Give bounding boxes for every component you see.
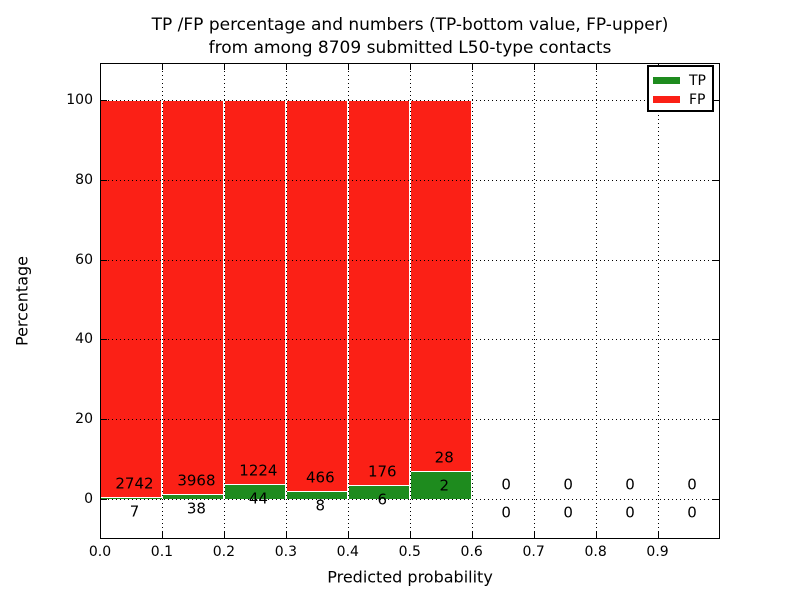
x-tick-mark: [347, 64, 349, 70]
x-tick-mark: [347, 532, 349, 538]
fp-count-label: 0: [501, 475, 511, 494]
tp-count-label: 44: [248, 489, 268, 508]
y-tick-mark: [712, 419, 719, 421]
y-axis-label: Percentage: [12, 255, 32, 347]
x-axis-label: Predicted probability: [327, 567, 493, 587]
y-tick-mark: [101, 179, 107, 181]
bar-fp-segment: [285, 100, 348, 493]
tp-count-label: 0: [501, 503, 511, 522]
x-tick-mark: [471, 64, 473, 70]
x-tick-mark: [285, 64, 287, 70]
gridline-vertical: [223, 63, 225, 539]
fp-count-label: 2742: [115, 474, 154, 493]
x-tick-label: 0.2: [212, 544, 236, 560]
x-tick-mark: [595, 532, 597, 538]
x-tick-label: 0.0: [88, 544, 112, 560]
x-tick-label: 0.4: [336, 544, 359, 560]
x-tick-label: 0.9: [646, 544, 669, 560]
legend-entry-tp: TP: [649, 71, 712, 90]
fp-count-label: 1224: [239, 461, 278, 480]
legend-label-tp: TP: [689, 72, 706, 89]
gridline-vertical: [595, 63, 597, 539]
y-tick-label: 0: [84, 491, 93, 507]
y-tick-mark: [101, 100, 107, 101]
y-tick-mark: [712, 259, 719, 261]
tp-count-label: 6: [377, 490, 388, 509]
x-tick-mark: [285, 532, 287, 538]
gridline-vertical: [285, 63, 287, 539]
x-tick-mark: [161, 532, 163, 538]
x-tick-label: 0.3: [274, 544, 297, 560]
tp-count-label: 2: [439, 476, 449, 495]
gridline-vertical: [657, 63, 659, 539]
fp-count-label: 3968: [177, 471, 216, 490]
axes-frame: [100, 63, 720, 539]
x-tick-mark: [100, 64, 101, 70]
tp-count-label: 0: [625, 503, 635, 522]
x-tick-mark: [223, 64, 225, 70]
fp-count-label: 0: [687, 475, 697, 494]
y-tick-mark: [101, 499, 107, 500]
legend-swatch-tp-icon: [653, 77, 680, 84]
legend: TP FP: [647, 65, 714, 112]
x-tick-mark: [533, 64, 535, 70]
fp-count-label: 466: [305, 468, 335, 487]
bar-tp-segment: [100, 497, 162, 499]
fp-count-label: 176: [367, 462, 397, 481]
x-tick-mark: [595, 64, 597, 70]
y-tick-mark: [101, 259, 107, 261]
gridline-vertical: [161, 63, 163, 539]
legend-label-fp: FP: [689, 91, 706, 108]
bar-fp-segment: [409, 100, 472, 473]
chart-title-line1: TP /FP percentage and numbers (TP-bottom…: [151, 15, 669, 35]
x-tick-mark: [533, 532, 535, 538]
y-tick-label: 80: [75, 171, 93, 188]
x-tick-label: 0.7: [522, 544, 545, 560]
y-tick-mark: [712, 179, 719, 181]
x-tick-mark: [100, 532, 101, 538]
fp-count-label: 0: [563, 475, 573, 494]
y-tick-mark: [712, 100, 719, 101]
y-tick-label: 100: [66, 92, 93, 108]
x-tick-mark: [409, 64, 411, 70]
tp-count-label: 0: [687, 503, 697, 522]
x-tick-mark: [409, 532, 411, 538]
y-tick-mark: [712, 499, 719, 500]
fp-count-label: 28: [434, 448, 454, 467]
y-tick-label: 40: [75, 331, 93, 348]
gridline-vertical: [471, 63, 473, 539]
x-tick-mark: [223, 532, 225, 538]
tp-count-label: 8: [315, 496, 326, 515]
tp-count-label: 0: [563, 503, 573, 522]
gridline-vertical: [409, 63, 411, 539]
y-tick-mark: [101, 339, 107, 341]
x-tick-mark: [657, 532, 659, 538]
legend-swatch-fp-icon: [653, 96, 680, 103]
x-tick-mark: [161, 64, 163, 70]
gridline-vertical: [533, 63, 535, 539]
tp-count-label: 7: [129, 502, 140, 521]
x-tick-label: 0.5: [398, 544, 421, 560]
y-tick-mark: [712, 339, 719, 341]
chart-title-line2: from among 8709 submitted L50-type conta…: [208, 38, 612, 58]
bar-fp-segment: [161, 100, 224, 496]
bar-fp-segment: [223, 100, 286, 486]
x-tick-mark: [471, 532, 473, 538]
y-tick-label: 20: [75, 411, 93, 428]
tp-count-label: 38: [186, 499, 206, 518]
legend-entry-fp: FP: [649, 90, 712, 109]
gridline-vertical: [347, 63, 349, 539]
x-tick-label: 0.6: [460, 544, 483, 560]
x-tick-label: 0.1: [150, 544, 174, 560]
x-tick-label: 0.8: [584, 544, 607, 560]
fp-count-label: 0: [625, 475, 635, 494]
y-tick-mark: [101, 419, 107, 421]
y-tick-label: 60: [75, 251, 93, 268]
